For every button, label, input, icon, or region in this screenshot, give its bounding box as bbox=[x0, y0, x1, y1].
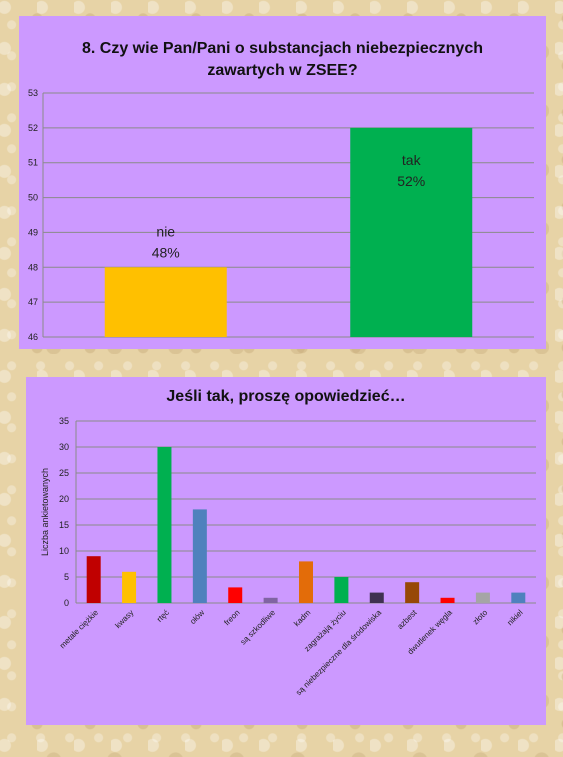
y-tick-label: 48 bbox=[28, 262, 38, 272]
y-tick-label: 15 bbox=[59, 520, 69, 530]
bar-są niebezpieczne dla środowiska bbox=[369, 592, 384, 603]
y-tick-label: 35 bbox=[59, 416, 69, 426]
y-tick-label: 50 bbox=[28, 193, 38, 203]
chart-title: Jeśli tak, proszę opowiedzieć… bbox=[166, 388, 406, 405]
data-label: 52% bbox=[397, 173, 425, 189]
bar-kadm bbox=[299, 561, 313, 603]
bar-dwutlenek węgla bbox=[440, 597, 455, 603]
x-tick-label: kwasy bbox=[113, 608, 135, 630]
y-tick-label: 52 bbox=[28, 123, 38, 133]
bar-nie bbox=[104, 267, 227, 337]
bar-nikiel bbox=[511, 592, 526, 603]
data-label: 48% bbox=[152, 244, 180, 260]
chart-title-line-1: 8. Czy wie Pan/Pani o substancjach niebe… bbox=[81, 40, 483, 57]
substances-bar-chart: 0 5 10 15 20 25 30 35 Liczba ankietowanych metale… bbox=[40, 416, 536, 697]
bar-złoto bbox=[475, 592, 490, 603]
y-tick-label: 25 bbox=[59, 468, 69, 478]
chart-panel-awareness: 8. Czy wie Pan/Pani o substancjach niebe… bbox=[19, 16, 546, 349]
bar-tak bbox=[350, 127, 473, 337]
x-tick-label: są szkodliwe bbox=[239, 608, 278, 647]
x-tick-label: nikiel bbox=[505, 608, 524, 627]
awareness-bar-chart: 46 47 48 49 50 51 52 53 nie 48% tak 52% bbox=[28, 88, 534, 342]
x-tick-label: freon bbox=[222, 608, 241, 627]
x-tick-label: ołów bbox=[188, 608, 206, 626]
bar-zagrażają życiu bbox=[334, 577, 349, 603]
y-tick-label: 10 bbox=[59, 546, 69, 556]
y-tick-label: 53 bbox=[28, 88, 38, 98]
data-label: nie bbox=[156, 223, 175, 239]
chart-title: 8. Czy wie Pan/Pani o substancjach niebe… bbox=[19, 38, 546, 82]
y-axis-title: Liczba ankietowanych bbox=[40, 468, 50, 556]
data-label: tak bbox=[402, 152, 422, 168]
bar-metale ciężkie bbox=[86, 556, 101, 603]
x-tick-label: złoto bbox=[471, 608, 490, 627]
bar-rtęć bbox=[157, 447, 172, 603]
y-tick-label: 49 bbox=[28, 227, 38, 237]
x-tick-label: azbest bbox=[396, 608, 420, 632]
y-tick-label: 5 bbox=[64, 572, 69, 582]
x-tick-label: metale ciężkie bbox=[58, 608, 101, 651]
bar-freon bbox=[228, 587, 243, 603]
y-tick-label: 46 bbox=[28, 332, 38, 342]
x-tick-label: rtęć bbox=[155, 608, 171, 624]
y-tick-label: 20 bbox=[59, 494, 69, 504]
bar-kwasy bbox=[122, 571, 137, 603]
bar-azbest bbox=[405, 582, 420, 603]
chart-title-line-2: zawartych w ZSEE? bbox=[207, 62, 358, 79]
bar-są szkodliwe bbox=[263, 597, 278, 603]
y-tick-label: 47 bbox=[28, 297, 38, 307]
y-tick-label: 51 bbox=[28, 158, 38, 168]
chart-panel-substances: Jeśli tak, proszę opowiedzieć… 0 5 10 15 20 2… bbox=[26, 377, 546, 725]
y-tick-label: 30 bbox=[59, 442, 69, 452]
y-tick-label: 0 bbox=[64, 598, 69, 608]
bar-ołów bbox=[192, 509, 207, 603]
x-tick-label: kadm bbox=[292, 608, 312, 628]
